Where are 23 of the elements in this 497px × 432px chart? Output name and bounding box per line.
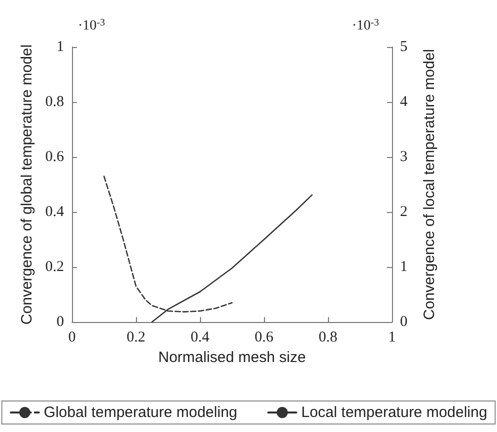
y2-tick-label: 2 — [400, 204, 408, 220]
x-tick-label: 0.6 — [254, 330, 274, 346]
x-tick-label: 0.4 — [190, 330, 210, 346]
x-tick-label: 0.2 — [126, 330, 146, 346]
y2-tick-label: 4 — [400, 94, 408, 110]
y-tick-label: 0.6 — [45, 149, 64, 165]
x-tick-label: 0 — [68, 330, 76, 346]
y2-tick-label: 3 — [400, 149, 408, 165]
y-tick-label: 1 — [56, 39, 64, 55]
x-axis-title: Normalised mesh size — [158, 349, 306, 366]
legend-label: Global temperature modeling — [44, 404, 238, 421]
y-tick-label: 0.4 — [45, 204, 64, 220]
y-tick-label: 0.8 — [45, 94, 64, 110]
x-tick-label: 0.8 — [318, 330, 338, 346]
y2-tick-label: 0 — [400, 314, 408, 330]
x-tick-label: 1 — [388, 330, 396, 346]
y2-tick-label: 5 — [400, 39, 408, 55]
y-axis-title: Convergence of global temperature model — [18, 44, 36, 325]
legend-label: Local temperature modeling — [301, 404, 488, 421]
y-tick-label: 0.2 — [45, 259, 64, 275]
y-tick-label: 0 — [56, 314, 64, 330]
y2-tick-label: 1 — [400, 259, 408, 275]
y2-axis-title: Convergence of local temperature model — [421, 49, 438, 320]
